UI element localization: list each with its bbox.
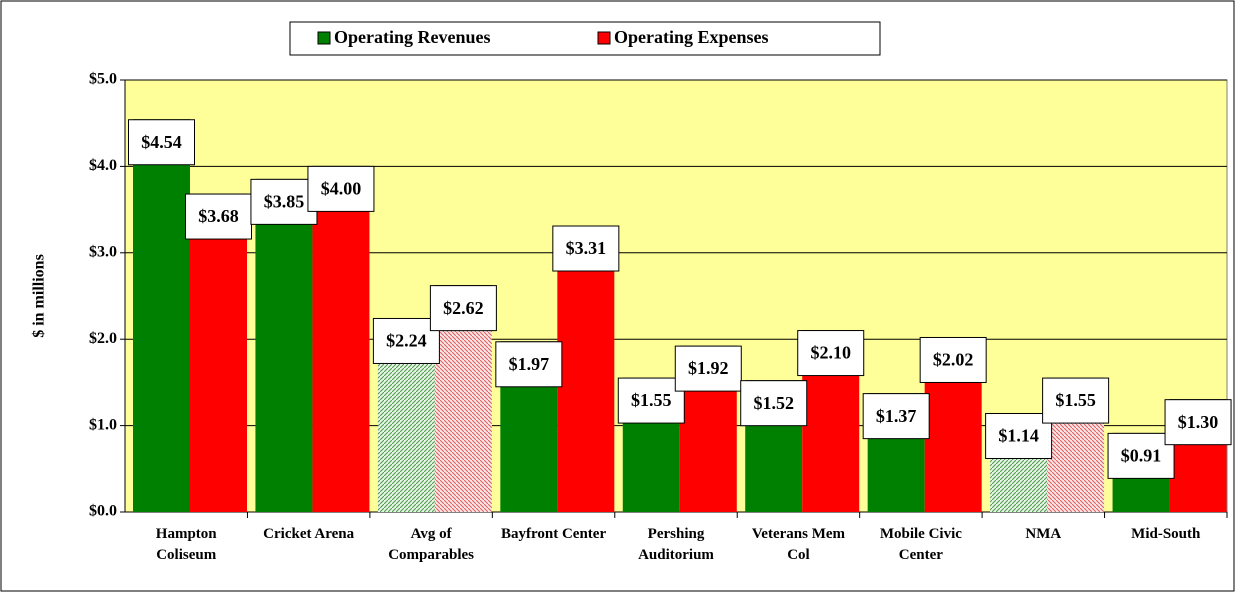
value-label: $1.30 <box>1178 412 1219 432</box>
bar <box>255 179 313 513</box>
x-tick-label: NMA <box>1025 526 1062 542</box>
value-label: $2.24 <box>386 331 427 351</box>
legend-label: Operating Revenues <box>334 27 491 47</box>
value-label-box <box>429 285 497 332</box>
value-label: $4.00 <box>321 179 362 199</box>
value-label-box <box>1042 377 1110 424</box>
value-label: $2.02 <box>933 350 974 370</box>
value-label-box <box>1164 399 1232 446</box>
y-tick-label: $0.0 <box>89 503 117 520</box>
value-label-box <box>307 165 375 212</box>
bar <box>557 226 615 513</box>
value-label: $4.54 <box>141 132 182 152</box>
value-label: $1.52 <box>753 393 794 413</box>
y-tick-label: $3.0 <box>89 243 117 260</box>
value-label: $1.55 <box>631 390 672 410</box>
value-label-box <box>128 119 195 166</box>
value-label: $1.14 <box>998 426 1039 446</box>
value-label-box <box>372 317 440 364</box>
y-tick-label: $1.0 <box>89 416 117 433</box>
value-label-box <box>862 393 930 440</box>
legend-swatch <box>317 31 331 45</box>
value-label-box <box>495 341 563 388</box>
value-label-box <box>250 178 318 225</box>
value-label-box <box>797 330 865 377</box>
bar <box>312 166 370 512</box>
x-tick-label: Mobile Civic Center <box>879 526 962 563</box>
y-axis-label: $ in millions <box>31 254 48 338</box>
value-label-box <box>674 345 742 392</box>
value-label: $1.92 <box>688 358 729 378</box>
value-label: $2.10 <box>810 343 851 363</box>
x-tick-label: Bayfront Center <box>500 526 607 542</box>
value-label-box <box>985 413 1053 460</box>
value-label: $3.31 <box>566 238 607 258</box>
value-label: $1.37 <box>876 406 917 426</box>
value-label: $3.85 <box>264 191 305 211</box>
legend-swatch <box>597 31 611 45</box>
y-tick-label: $2.0 <box>89 330 117 347</box>
x-tick-label: Veterans Mem Col <box>751 526 846 563</box>
y-tick-label: $4.0 <box>89 157 117 174</box>
legend-box <box>289 21 881 56</box>
value-label-box <box>1107 432 1175 479</box>
x-tick-label: Pershing Auditorium <box>638 526 714 563</box>
value-label-box <box>919 336 987 383</box>
x-tick-label: Mid-South <box>1131 526 1201 542</box>
value-label: $0.91 <box>1121 446 1162 466</box>
x-tick-label: Avg of Comparables <box>388 526 475 563</box>
legend-label: Operating Expenses <box>614 27 769 47</box>
value-label-box <box>552 225 620 272</box>
value-label: $3.68 <box>198 206 239 226</box>
bar <box>133 119 190 512</box>
value-label: $2.62 <box>443 298 484 318</box>
y-tick-label: $5.0 <box>89 71 117 88</box>
bar <box>190 194 247 512</box>
value-label: $1.97 <box>509 354 550 374</box>
value-label: $1.55 <box>1055 390 1096 410</box>
x-tick-label: Hampton Coliseum <box>155 526 217 563</box>
value-label-box <box>185 193 252 240</box>
value-label-box <box>617 377 685 424</box>
x-tick-label: Cricket Arena <box>263 526 355 542</box>
value-label-box <box>740 380 808 427</box>
